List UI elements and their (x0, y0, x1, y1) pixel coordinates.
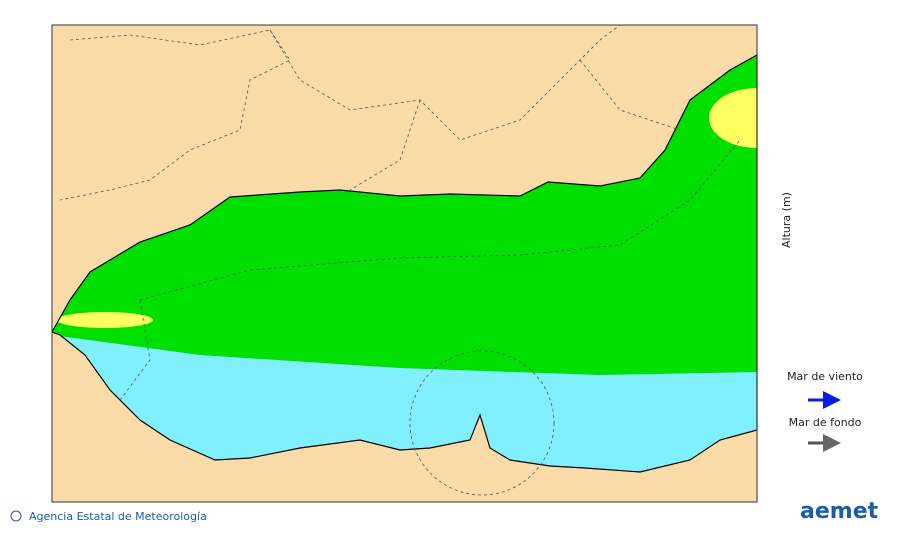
map (51, 24, 758, 503)
colorbar-title: Altura (m) (780, 192, 793, 248)
footer-credit: Agencia Estatal de Meteorología (29, 510, 207, 523)
legend-label: Mar de fondo (789, 416, 862, 429)
copyright-icon (10, 510, 22, 522)
legend-label: Mar de viento (787, 370, 863, 383)
footer-logo: aemet (800, 499, 879, 524)
